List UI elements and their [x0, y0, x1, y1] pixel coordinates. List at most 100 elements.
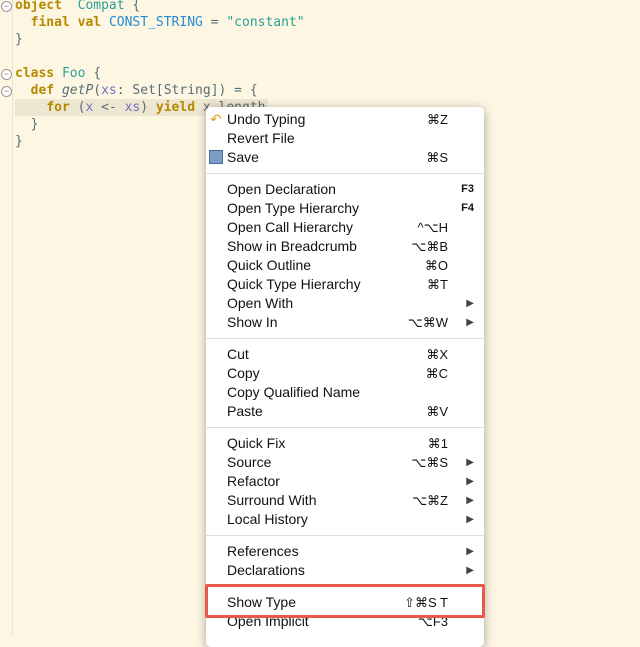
code-token: } — [15, 32, 23, 47]
menu-item-show-in[interactable]: Show In ⌥⌘W ▶ — [206, 313, 484, 332]
fold-toggle-icon[interactable]: − — [1, 1, 12, 12]
code-line[interactable]: def getP(xs: Set[String]) = { — [15, 82, 305, 99]
menu-item-label: References — [227, 543, 299, 559]
code-line[interactable]: } — [15, 133, 305, 150]
code-token: = — [202, 15, 227, 30]
menu-item-local-history[interactable]: Local History ▶ — [206, 510, 484, 529]
code-token: for — [46, 100, 70, 115]
menu-item-references[interactable]: References ▶ — [206, 542, 484, 561]
menu-item-label: Show In — [227, 314, 278, 330]
code-token: class — [15, 66, 55, 81]
code-token: } — [15, 134, 23, 149]
code-line[interactable] — [15, 48, 305, 65]
menu-separator — [206, 173, 484, 174]
menu-item-label: Cut — [227, 346, 249, 362]
menu-item-show-in-breadcrumb[interactable]: Show in Breadcrumb ⌥⌘B — [206, 237, 484, 256]
menu-item-label: Show Type — [227, 594, 297, 610]
menu-item-save[interactable]: Save ⌘S — [206, 148, 484, 167]
code-token — [62, 0, 78, 13]
shortcut-label: ⌥⌘W — [407, 315, 448, 330]
menu-item-copy-qualified-name[interactable]: Copy Qualified Name — [206, 383, 484, 402]
menu-item-revert-file[interactable]: Revert File — [206, 129, 484, 148]
menu-item-label: Undo Typing — [227, 111, 306, 127]
code-line[interactable]: } — [15, 116, 305, 133]
code-token — [54, 83, 62, 98]
menu-item-label: Quick Type Hierarchy — [227, 276, 361, 292]
menu-item-quick-outline[interactable]: Quick Outline ⌘O — [206, 256, 484, 275]
code-token: x — [85, 100, 94, 115]
code-token: { — [85, 66, 102, 81]
code-line[interactable]: } — [15, 31, 305, 48]
menu-separator — [206, 427, 484, 428]
code-token: val — [77, 15, 102, 30]
save-icon — [208, 148, 224, 167]
code-token — [70, 15, 78, 30]
fold-toggle-icon[interactable]: − — [1, 86, 12, 97]
code-token: : — [116, 83, 133, 98]
menu-item-refactor[interactable]: Refactor ▶ — [206, 472, 484, 491]
menu-item-copy[interactable]: Copy ⌘C — [206, 364, 484, 383]
menu-item-quick-type-hierarchy[interactable]: Quick Type Hierarchy ⌘T — [206, 275, 484, 294]
shortcut-label: ^⌥H — [417, 220, 448, 235]
menu-item-cut[interactable]: Cut ⌘X — [206, 345, 484, 364]
menu-item-source[interactable]: Source ⌥⌘S ▶ — [206, 453, 484, 472]
menu-item-label: Copy Qualified Name — [227, 384, 361, 400]
context-menu: ↶ Undo Typing ⌘Z Revert File Save ⌘S Open Decl… — [206, 107, 484, 647]
editor-gutter: − − − — [0, 0, 13, 637]
menu-item-paste[interactable]: Paste ⌘V — [206, 402, 484, 421]
menu-item-label: Source — [227, 454, 272, 470]
shortcut-label: ⌘T — [427, 277, 448, 292]
code-token: } — [15, 117, 39, 132]
menu-item-label: Open With — [227, 295, 294, 311]
shortcut-label: F3 — [461, 183, 474, 195]
menu-item-declarations[interactable]: Declarations ▶ — [206, 561, 484, 580]
menu-item-label: Paste — [227, 403, 263, 419]
menu-item-open-with[interactable]: Open With ▶ — [206, 294, 484, 313]
code-token: def — [30, 83, 55, 98]
code-token: ( — [93, 83, 102, 98]
code-token — [15, 83, 31, 98]
code-token: <- — [93, 100, 125, 115]
undo-icon: ↶ — [210, 111, 222, 127]
fold-toggle-icon[interactable]: − — [1, 69, 12, 80]
code-token: xs — [124, 100, 141, 115]
menu-separator — [206, 338, 484, 339]
menu-item-label: Quick Outline — [227, 257, 312, 273]
code-editor[interactable]: object Compat { final val CONST_STRING =… — [15, 0, 305, 150]
menu-item-label: Copy — [227, 365, 260, 381]
shortcut-label: ⇧⌘S T — [404, 595, 448, 610]
menu-item-label: Open Type Hierarchy — [227, 200, 360, 216]
menu-item-show-type[interactable]: Show Type ⇧⌘S T — [206, 593, 484, 612]
code-token: Compat — [77, 0, 125, 13]
code-token — [54, 66, 62, 81]
menu-item-surround-with[interactable]: Surround With ⌥⌘Z ▶ — [206, 491, 484, 510]
code-token: final — [30, 15, 70, 30]
code-token: ( — [69, 100, 86, 115]
code-token: CONST_STRING — [108, 15, 203, 30]
shortcut-label: ⌘S — [426, 150, 448, 165]
code-token: Foo — [61, 66, 86, 81]
submenu-arrow-icon: ▶ — [466, 546, 474, 557]
code-line[interactable]: object Compat { — [15, 0, 305, 14]
menu-item-quick-fix[interactable]: Quick Fix ⌘1 — [206, 434, 484, 453]
code-token: getP — [61, 83, 94, 98]
menu-item-open-type-hierarchy[interactable]: Open Type Hierarchy F4 — [206, 199, 484, 218]
menu-item-undo-typing[interactable]: ↶ Undo Typing ⌘Z — [206, 110, 484, 129]
submenu-arrow-icon: ▶ — [466, 476, 474, 487]
code-token — [15, 100, 46, 115]
code-line[interactable]: class Foo { — [15, 65, 305, 82]
shortcut-label: ⌘X — [426, 347, 448, 362]
code-line[interactable]: final val CONST_STRING = "constant" — [15, 14, 305, 31]
submenu-arrow-icon: ▶ — [466, 514, 474, 525]
code-token: xs — [101, 83, 117, 98]
code-token: Set[String]) = { — [132, 83, 258, 98]
menu-item-label: Open Declaration — [227, 181, 336, 197]
submenu-arrow-icon: ▶ — [466, 317, 474, 328]
menu-item-open-call-hierarchy[interactable]: Open Call Hierarchy ^⌥H — [206, 218, 484, 237]
menu-separator — [206, 535, 484, 536]
shortcut-label: ⌘1 — [427, 436, 448, 451]
shortcut-label: ⌘O — [424, 258, 448, 273]
code-token — [101, 15, 109, 30]
code-token: yield — [155, 100, 196, 115]
menu-item-open-declaration[interactable]: Open Declaration F3 — [206, 180, 484, 199]
